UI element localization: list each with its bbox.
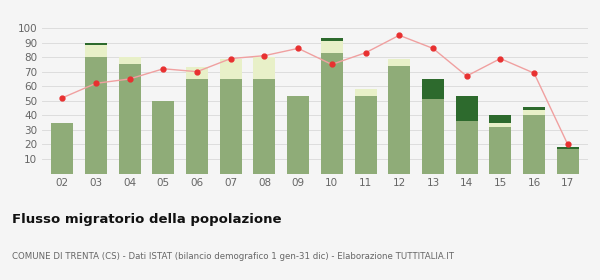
Bar [490,123,511,127]
Bar [422,79,444,99]
Bar [51,123,73,174]
Bar [355,96,377,174]
Bar [220,79,242,174]
Bar [85,45,107,57]
Bar [523,109,545,115]
Bar [355,89,377,96]
Bar [85,43,107,45]
Bar [321,41,343,53]
Bar [388,59,410,66]
Bar [220,59,242,79]
Cancellati dall'Anagrafe [430,47,437,50]
Bar [388,66,410,174]
Bar [490,115,511,123]
Bar [523,115,545,174]
Bar [321,53,343,174]
Bar [456,121,478,174]
Cancellati dall'Anagrafe [59,96,66,100]
Bar [85,57,107,174]
Text: Flusso migratorio della popolazione: Flusso migratorio della popolazione [12,213,281,226]
Bar [490,127,511,174]
Cancellati dall'Anagrafe [295,47,302,50]
Line: Cancellati dall'Anagrafe: Cancellati dall'Anagrafe [60,33,570,147]
Bar [253,79,275,174]
Bar [186,67,208,79]
Text: COMUNE DI TRENTA (CS) - Dati ISTAT (bilancio demografico 1 gen-31 dic) - Elabora: COMUNE DI TRENTA (CS) - Dati ISTAT (bila… [12,252,454,261]
Cancellati dall'Anagrafe [328,63,335,66]
Bar [119,64,140,174]
Bar [523,107,545,109]
Bar [456,96,478,121]
Bar [287,96,309,174]
Bar [557,147,579,149]
Cancellati dall'Anagrafe [463,74,470,78]
Bar [186,79,208,174]
Cancellati dall'Anagrafe [261,54,268,57]
Cancellati dall'Anagrafe [395,34,403,37]
Bar [321,38,343,41]
Cancellati dall'Anagrafe [126,77,133,81]
Cancellati dall'Anagrafe [92,82,100,85]
Bar [557,149,579,174]
Cancellati dall'Anagrafe [160,67,167,71]
Cancellati dall'Anagrafe [530,71,538,75]
Bar [422,99,444,174]
Cancellati dall'Anagrafe [193,70,200,73]
Bar [152,101,174,174]
Bar [119,57,140,64]
Bar [253,57,275,79]
Cancellati dall'Anagrafe [362,51,369,54]
Cancellati dall'Anagrafe [564,143,571,146]
Cancellati dall'Anagrafe [497,57,504,60]
Cancellati dall'Anagrafe [227,57,235,60]
